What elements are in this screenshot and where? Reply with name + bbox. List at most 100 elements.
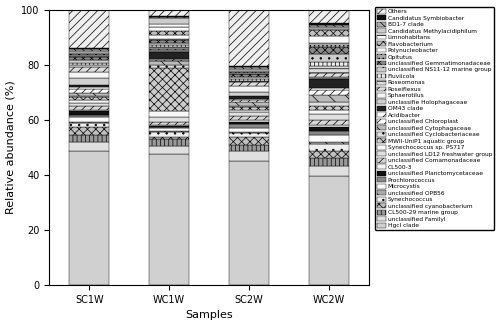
Bar — [309, 114, 349, 120]
Bar — [309, 62, 349, 66]
Bar — [149, 117, 189, 122]
Bar — [69, 49, 109, 51]
Bar — [229, 74, 269, 77]
Bar — [309, 95, 349, 102]
Bar — [69, 72, 109, 78]
Bar — [309, 36, 349, 43]
Bar — [309, 29, 349, 30]
Bar — [229, 93, 269, 96]
Bar — [229, 71, 269, 72]
Bar — [229, 98, 269, 100]
Bar — [149, 126, 189, 127]
Bar — [149, 125, 189, 126]
Bar — [229, 67, 269, 69]
Bar — [229, 9, 269, 67]
Bar — [229, 100, 269, 102]
Bar — [149, 137, 189, 139]
Bar — [309, 80, 349, 88]
Bar — [229, 116, 269, 120]
Bar — [149, 68, 189, 111]
Bar — [229, 133, 269, 137]
Bar — [149, 9, 189, 16]
Bar — [149, 43, 189, 46]
Bar — [69, 135, 109, 142]
Bar — [69, 127, 109, 135]
Bar — [149, 146, 189, 154]
Bar — [149, 19, 189, 24]
Bar — [309, 176, 349, 285]
Bar — [69, 151, 109, 285]
Bar — [229, 145, 269, 152]
Bar — [309, 23, 349, 24]
Bar — [229, 120, 269, 122]
Bar — [309, 78, 349, 80]
Bar — [309, 110, 349, 114]
Bar — [309, 73, 349, 77]
Bar — [69, 56, 109, 57]
Bar — [229, 137, 269, 145]
Bar — [149, 111, 189, 117]
Bar — [149, 59, 189, 60]
Bar — [149, 154, 189, 285]
X-axis label: Samples: Samples — [186, 310, 233, 320]
Bar — [149, 16, 189, 17]
Bar — [309, 142, 349, 144]
Bar — [229, 69, 269, 71]
Bar — [229, 73, 269, 74]
Bar — [309, 144, 349, 151]
Bar — [149, 139, 189, 146]
Bar — [309, 43, 349, 47]
Bar — [69, 60, 109, 63]
Bar — [69, 142, 109, 151]
Bar — [149, 40, 189, 43]
Bar — [309, 106, 349, 110]
Legend: Others, Candidatus Symbiobacter, BD1-7 clade, Candidatus Methylacidiphilum, Limn: Others, Candidatus Symbiobacter, BD1-7 c… — [376, 7, 494, 230]
Bar — [229, 152, 269, 161]
Y-axis label: Relative abundance (%): Relative abundance (%) — [6, 81, 16, 214]
Bar — [69, 48, 109, 49]
Bar — [149, 60, 189, 61]
Bar — [309, 135, 349, 142]
Bar — [229, 128, 269, 132]
Bar — [309, 166, 349, 176]
Bar — [229, 112, 269, 116]
Bar — [69, 117, 109, 123]
Bar — [309, 127, 349, 131]
Bar — [69, 85, 109, 87]
Bar — [69, 57, 109, 60]
Bar — [309, 88, 349, 90]
Bar — [69, 63, 109, 65]
Bar — [69, 51, 109, 52]
Bar — [149, 128, 189, 131]
Bar — [149, 31, 189, 35]
Bar — [309, 158, 349, 166]
Bar — [149, 127, 189, 128]
Bar — [69, 115, 109, 117]
Bar — [69, 9, 109, 48]
Bar — [149, 51, 189, 52]
Bar — [309, 126, 349, 127]
Bar — [149, 35, 189, 39]
Bar — [309, 66, 349, 73]
Bar — [309, 53, 349, 62]
Bar — [309, 24, 349, 27]
Bar — [229, 161, 269, 285]
Bar — [229, 96, 269, 98]
Bar — [69, 87, 109, 89]
Bar — [229, 110, 269, 112]
Bar — [149, 66, 189, 68]
Bar — [69, 110, 109, 111]
Bar — [69, 111, 109, 115]
Bar — [69, 100, 109, 103]
Bar — [229, 79, 269, 81]
Bar — [309, 27, 349, 29]
Bar — [229, 106, 269, 107]
Bar — [149, 52, 189, 59]
Bar — [69, 52, 109, 54]
Bar — [69, 89, 109, 93]
Bar — [69, 67, 109, 72]
Bar — [149, 39, 189, 40]
Bar — [69, 106, 109, 110]
Bar — [69, 55, 109, 56]
Bar — [149, 47, 189, 49]
